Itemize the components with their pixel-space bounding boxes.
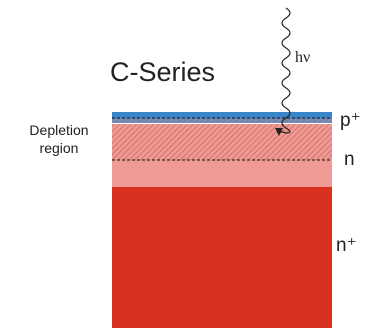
- depletion-region-label-line1: Depletion: [29, 122, 88, 138]
- diagram-title: C-Series: [110, 57, 215, 87]
- n-label: n: [344, 149, 355, 170]
- n-layer: [112, 160, 332, 187]
- wavy-arrow-icon: [275, 7, 291, 136]
- n-plus-label: n⁺: [336, 235, 357, 256]
- p-plus-hatched-band: [112, 118, 332, 123]
- p-plus-label: p⁺: [340, 110, 361, 131]
- depletion-region: [112, 124, 332, 160]
- photon-energy-label: hν: [295, 49, 310, 66]
- n-plus-layer: [112, 186, 332, 328]
- depletion-region-label-line2: region: [40, 140, 79, 156]
